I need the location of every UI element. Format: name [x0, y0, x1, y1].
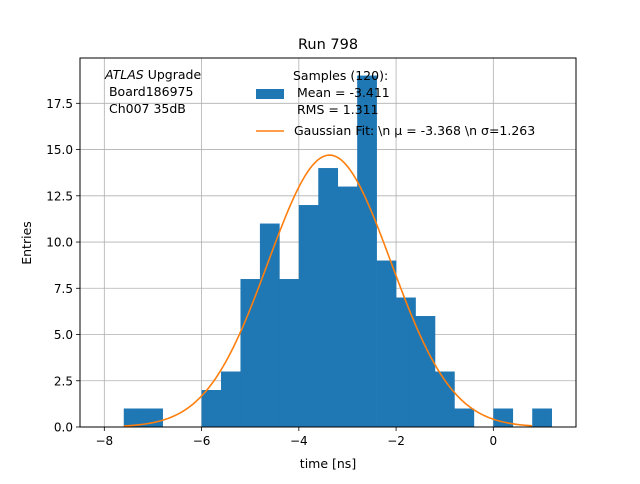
annotation-line-3: Ch007 35dB	[105, 101, 186, 116]
histogram-bar	[376, 260, 397, 427]
histogram-bar	[279, 279, 300, 427]
y-tick-label: 17.5	[46, 97, 73, 111]
histogram-bar	[493, 408, 514, 427]
y-tick-label: 15.0	[46, 143, 73, 157]
chart-title: Run 798	[298, 37, 358, 53]
histogram-bar	[532, 408, 552, 427]
legend-fit-label: Gaussian Fit: \n μ = -3.368 \n σ=1.263	[294, 123, 535, 138]
histogram-bar	[415, 316, 436, 427]
y-tick-label: 0.0	[54, 421, 73, 435]
y-tick-label: 2.5	[54, 374, 73, 388]
y-tick-label: 10.0	[46, 236, 73, 250]
histogram-bar	[259, 223, 280, 427]
histogram-bar	[357, 75, 377, 428]
histogram-bar	[454, 408, 475, 427]
y-tick-label: 5.0	[54, 328, 73, 342]
x-tick-label: −4	[290, 434, 308, 448]
histogram-bar	[298, 205, 319, 427]
histogram-bar	[201, 390, 222, 427]
annotation-line-2: Board186975	[105, 84, 193, 99]
x-tick-label: 0	[490, 434, 498, 448]
histogram-bars	[123, 75, 552, 428]
histogram-bar	[123, 408, 144, 427]
histogram-bar	[396, 297, 416, 427]
legend: Samples (120): Mean = -3.411 RMS = 1.311…	[256, 68, 535, 138]
histogram-bar	[337, 186, 358, 427]
legend-histogram-swatch	[256, 89, 284, 99]
legend-histogram-label-2: Mean = -3.411	[293, 85, 390, 100]
histogram-bar	[143, 408, 163, 427]
atlas-annotation: ATLAS Upgrade Board186975 Ch007 35dB	[104, 67, 201, 116]
x-tick-label: −2	[387, 434, 405, 448]
plot-frame	[79, 57, 577, 428]
x-tick-label: −6	[193, 434, 211, 448]
y-tick-label: 7.5	[54, 282, 73, 296]
histogram-bar	[240, 279, 261, 427]
y-tick-label: 12.5	[46, 189, 73, 203]
x-axis-ticks: −8 −6 −4 −2 0	[95, 427, 497, 448]
x-tick-label: −8	[95, 434, 113, 448]
y-axis-ticks: 0.0 2.5 5.0 7.5 10.0 12.5 15.0 17.5	[46, 97, 80, 435]
legend-histogram-label-1: Samples (120):	[293, 68, 388, 83]
histogram-bar	[221, 371, 241, 427]
gaussian-fit-line	[123, 154, 533, 427]
histogram-bar	[318, 168, 339, 428]
histogram-bar	[434, 371, 455, 427]
annotation-upgrade: Upgrade	[144, 67, 202, 82]
annotation-atlas: ATLAS	[104, 67, 144, 82]
y-axis-label: Entries	[19, 221, 34, 265]
annotation-line-1: ATLAS Upgrade	[104, 67, 201, 82]
x-axis-label: time [ns]	[300, 456, 356, 471]
legend-histogram-label-3: RMS = 1.311	[293, 102, 379, 117]
